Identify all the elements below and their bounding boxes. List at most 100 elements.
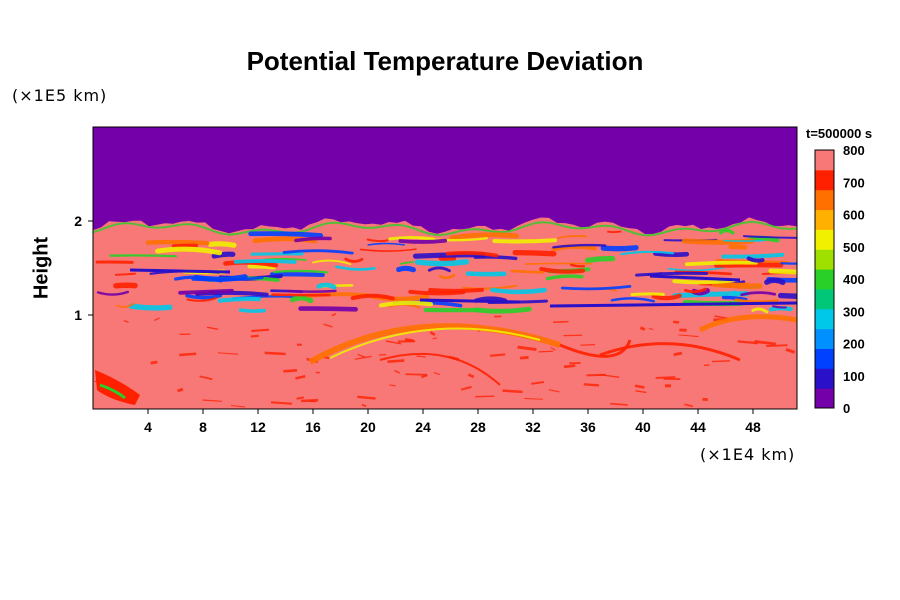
y-tick-label: 1 [74,307,82,323]
filament [531,381,545,385]
colorbar-swatch [815,209,834,230]
filament [211,251,236,259]
filament [421,374,428,379]
filament [289,295,314,304]
filament [719,281,763,290]
arc-structure [698,314,797,333]
filament [630,292,665,297]
y-axis: 12 [74,213,93,323]
filament [489,353,506,357]
filament [517,345,537,352]
filament [354,355,372,360]
filament [583,383,600,387]
filament [655,376,676,379]
x-tick-label: 44 [690,419,706,435]
x-tick-label: 28 [470,419,486,435]
x-tick-label: 32 [525,419,541,435]
filament [269,272,325,278]
filament [428,287,484,293]
colorbar-swatch [815,288,834,310]
filament [416,355,426,358]
filament [438,255,457,263]
filament [264,351,286,356]
colorbar-tick-label: 500 [843,240,865,255]
arc-structure [559,339,632,358]
filament [766,344,788,347]
filament [653,251,690,257]
filament [179,352,197,357]
filament [247,264,277,270]
filament [548,389,560,393]
filament [721,295,748,302]
filament [569,263,586,268]
heatmap-field [93,127,797,409]
filament [334,265,376,271]
filament [512,249,557,257]
filament [683,287,707,294]
filament [684,403,694,408]
filament [323,323,333,328]
filament [492,238,557,244]
filament [635,271,709,277]
filament [331,313,337,317]
blob-core [99,383,126,400]
filament [438,273,456,280]
filament [186,297,217,302]
filament [560,285,632,291]
filament [545,274,584,281]
filament [150,360,158,365]
filament [128,303,173,311]
filament [361,403,367,407]
x-tick-label: 4 [144,419,152,435]
filament [114,272,137,276]
filament [298,306,358,312]
filament [387,359,405,363]
filament [552,243,607,249]
shear-line [419,298,521,304]
blob [95,370,140,405]
filament [553,320,569,324]
colorbar-tick-label: 100 [843,369,865,384]
filament [432,337,438,340]
x-tick-label: 12 [250,419,266,435]
colorbar-frame [814,149,835,409]
filament [557,235,588,240]
filament [233,259,297,264]
filament [742,235,797,239]
filament [296,396,305,400]
filament [238,308,266,313]
filament [580,344,596,346]
shear-line [129,268,231,274]
filament [418,236,489,242]
filament [746,256,765,263]
filament [718,228,735,235]
filament [490,287,547,295]
filament [295,375,306,380]
filament [178,288,234,295]
filament [145,239,210,246]
filament [282,249,354,255]
filament [312,259,352,266]
x-axis-unit: (×1E4 km) [700,445,796,464]
filament [177,387,184,393]
filament [610,402,628,406]
x-tick-label: 20 [360,419,376,435]
x-tick-label: 40 [635,419,651,435]
filament [199,375,213,381]
colorbar-swatch [815,348,834,369]
filament [350,293,395,301]
filament [398,238,448,244]
filament [116,302,135,308]
filament [109,254,178,258]
x-tick-label: 48 [745,419,761,435]
x-axis: 4 8 12 16 20 24 28 32 36 40 44 48 [144,409,761,435]
colorbar-swatch [815,249,834,270]
colorbar-tick-label: 300 [843,304,865,319]
filament [385,340,402,345]
filament [250,334,259,338]
filament [524,397,543,400]
filament [294,236,332,243]
filament [510,269,545,274]
colorbar-tick-label: 700 [843,175,865,190]
